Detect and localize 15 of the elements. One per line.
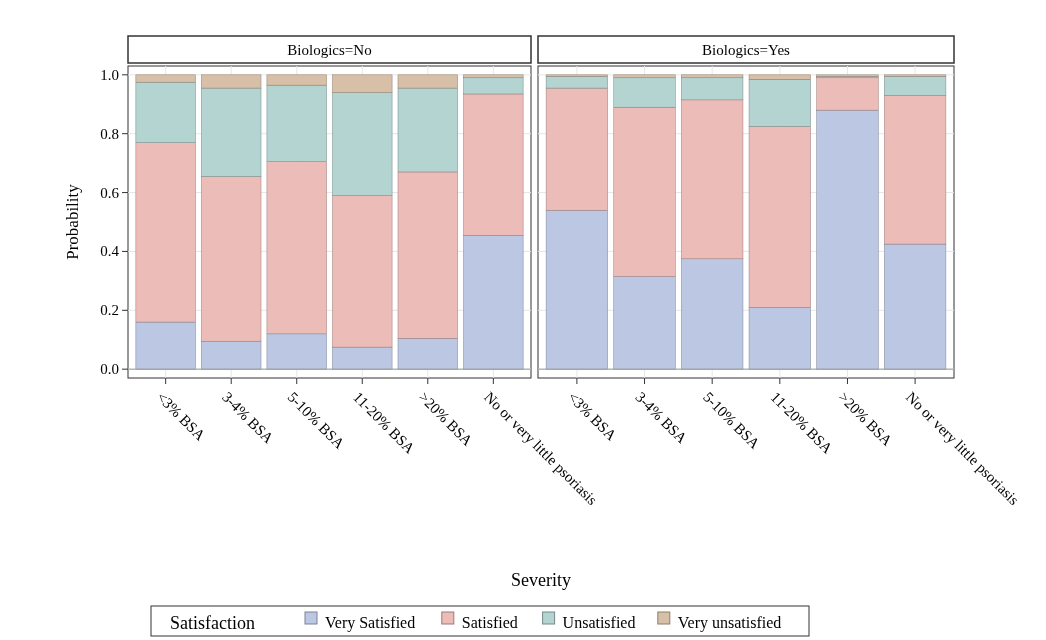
y-axis-title: Probability [63, 183, 82, 260]
y-tick-label: 0.4 [100, 243, 120, 260]
y-tick-label: 0.6 [100, 184, 120, 201]
x-axis-title: Severity [511, 570, 571, 590]
legend-label: Satisfied [461, 614, 518, 631]
chart-title: Biologics=No [287, 41, 372, 58]
legend-label: Very Satisfied [325, 614, 416, 632]
y-tick-label: 0.8 [100, 125, 119, 142]
y-tick-label: 0.0 [100, 361, 119, 378]
legend-label: Unsatisfied [562, 614, 636, 631]
y-tick-label: 1.0 [100, 66, 119, 83]
legend-title: Satisfaction [170, 613, 255, 633]
y-tick-label: 0.2 [100, 302, 119, 319]
legend-label: Very unsatisfied [677, 614, 782, 632]
chart-title: Biologics=Yes [702, 41, 791, 58]
